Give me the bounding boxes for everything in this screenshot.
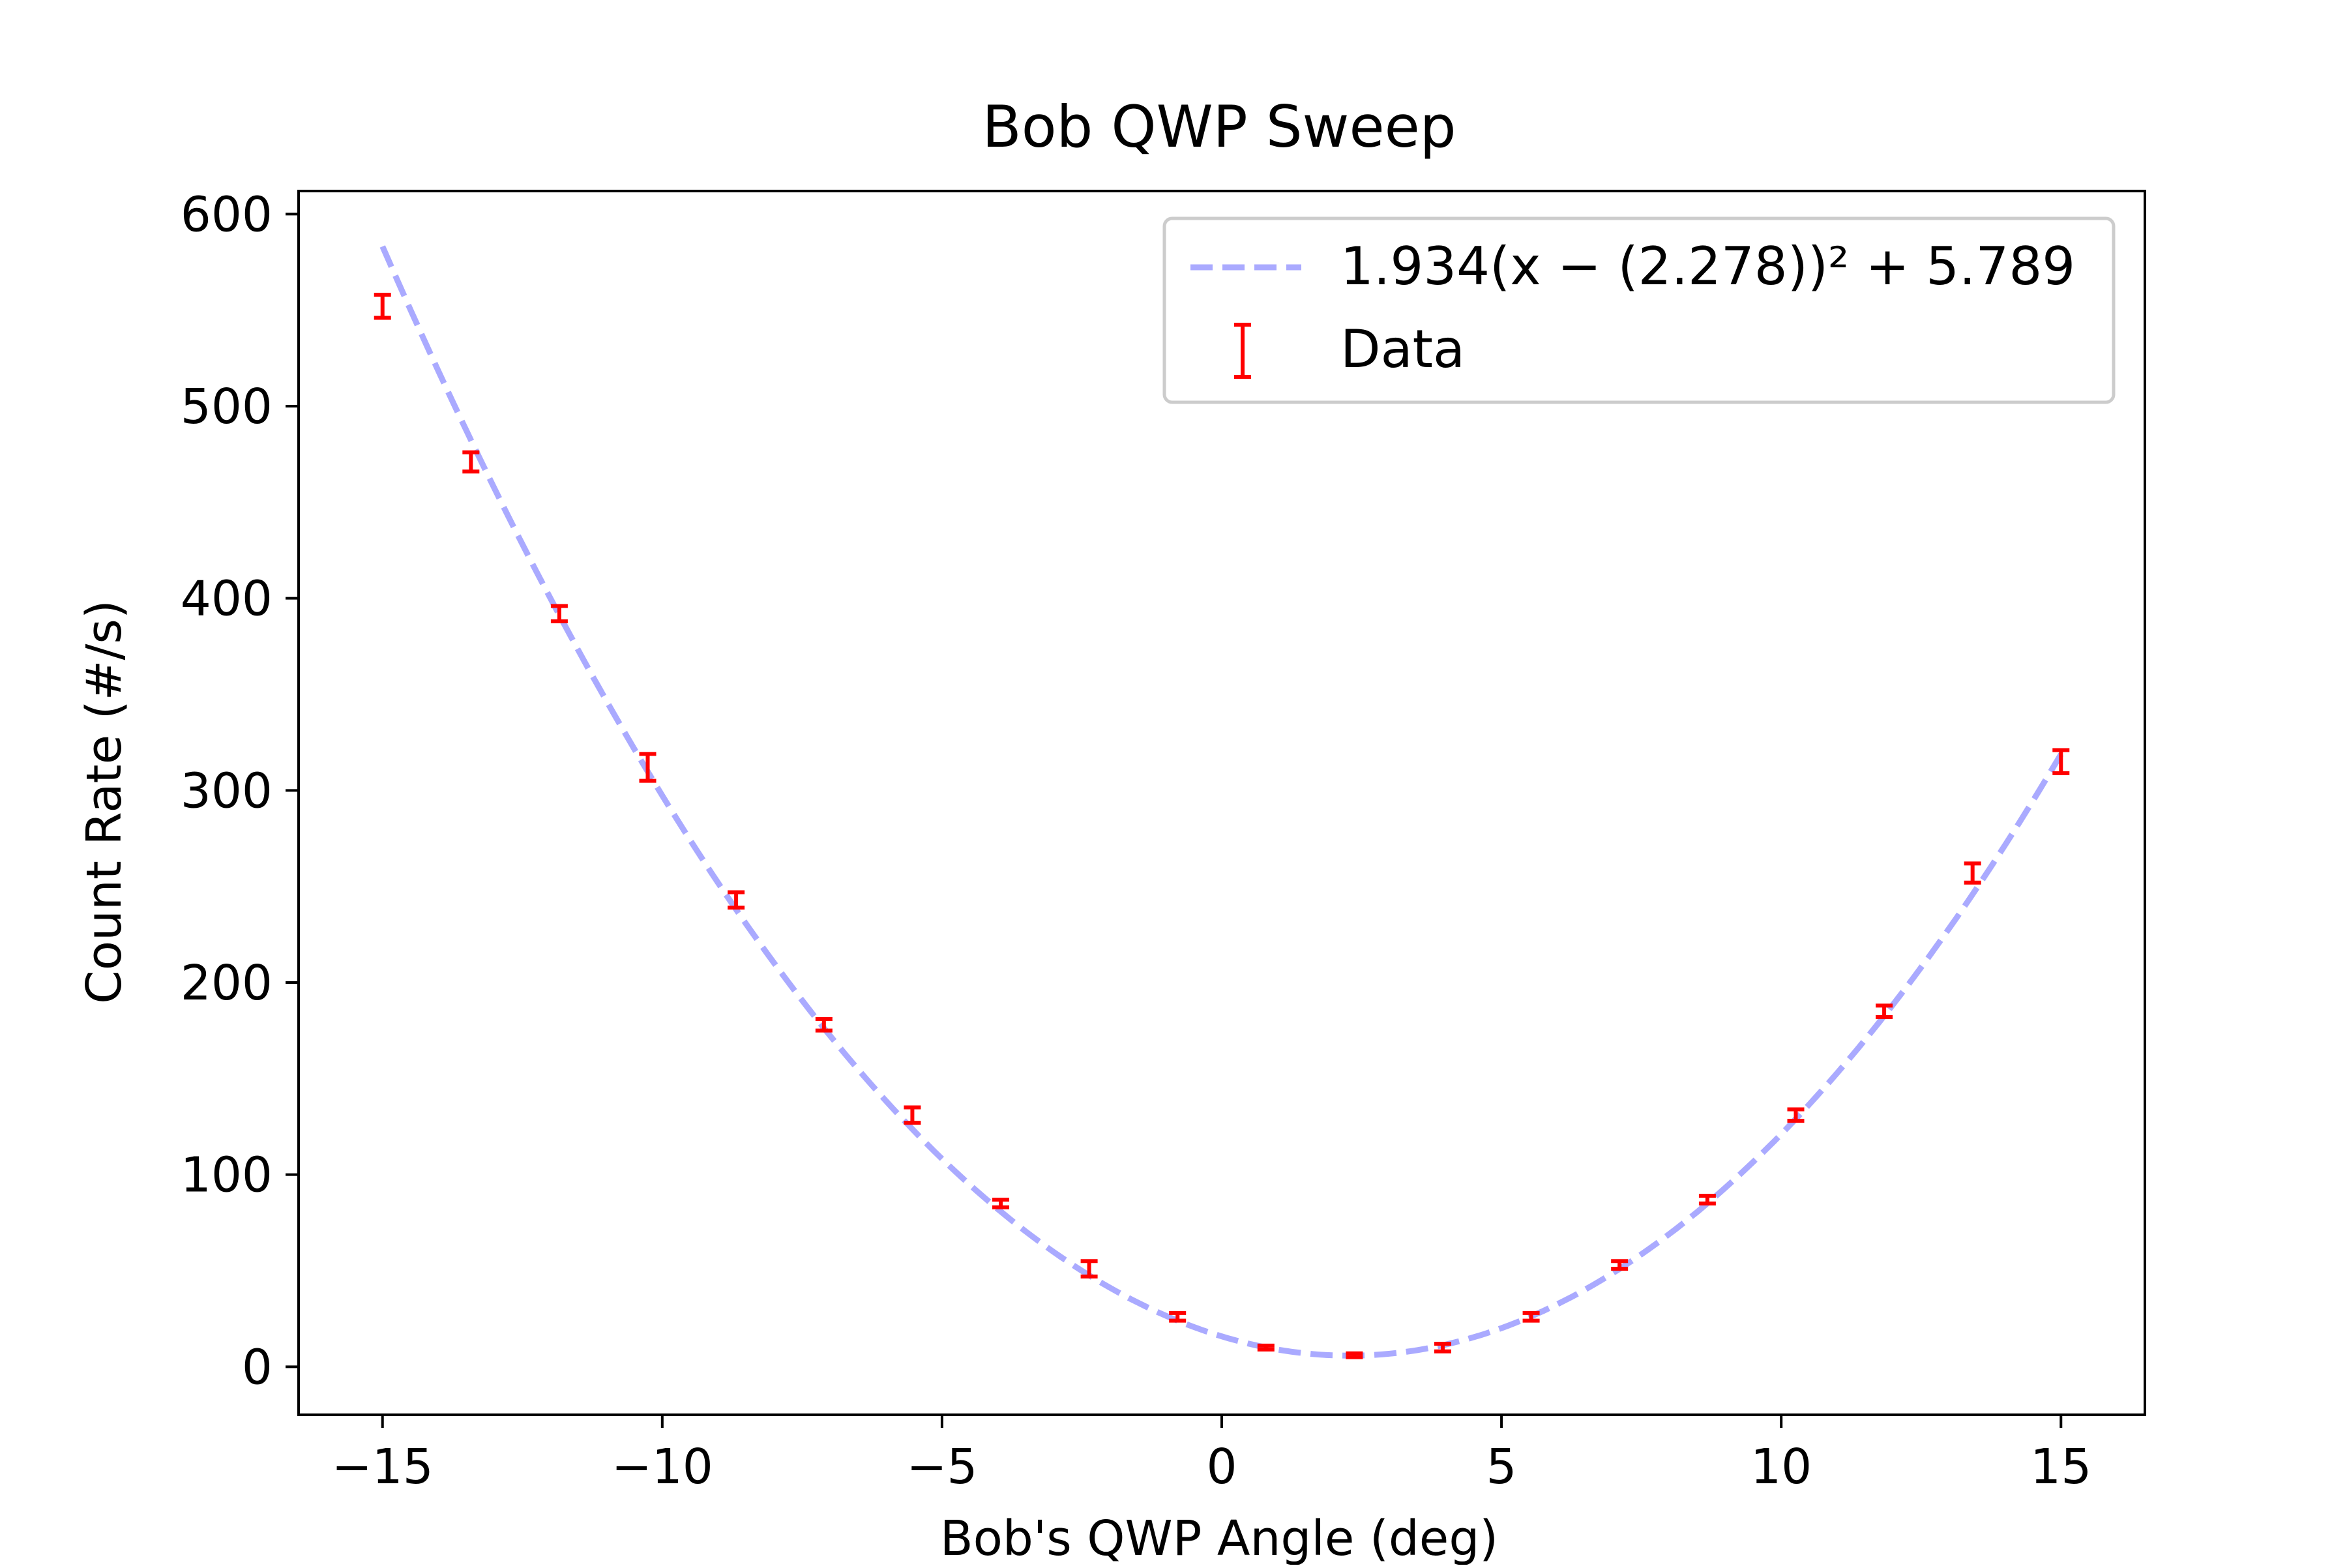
fit-curve	[379, 245, 2064, 1359]
data-point	[639, 752, 657, 783]
data-point	[1522, 1310, 1540, 1323]
legend-data-label: Data	[1340, 319, 1465, 379]
data-point	[992, 1197, 1010, 1209]
data-point	[1346, 1351, 1363, 1359]
data-point	[1964, 861, 1981, 885]
legend-data-marker	[1234, 323, 1251, 379]
data-point	[1434, 1341, 1451, 1354]
x-tick-label: −15	[332, 1439, 434, 1495]
y-axis: 0 100 200 300 400 500 600	[181, 186, 299, 1395]
legend: 1.934(x − (2.278))² + 5.789 Data	[1162, 216, 2116, 404]
y-tick-label: 0	[242, 1339, 273, 1395]
y-tick-label: 300	[181, 763, 273, 819]
data-point	[1169, 1310, 1187, 1323]
x-axis-label: Bob's QWP Angle (deg)	[940, 1511, 1498, 1565]
y-tick-label: 600	[181, 186, 273, 243]
legend-box	[1162, 216, 2116, 404]
data-point	[1257, 1343, 1275, 1352]
x-tick-label: 0	[1206, 1439, 1237, 1495]
data-point	[904, 1105, 921, 1125]
x-axis: −15 −10 −5 0 5 10 15	[332, 1415, 2091, 1495]
y-tick-label: 200	[181, 955, 273, 1011]
y-tick-label: 400	[181, 571, 273, 627]
data-point	[728, 890, 745, 910]
data-point	[2052, 748, 2070, 775]
chart-title: Bob QWP Sweep	[982, 93, 1456, 160]
x-tick-label: 10	[1750, 1439, 1812, 1495]
x-tick-label: 15	[2030, 1439, 2091, 1495]
data-point	[1698, 1194, 1716, 1206]
y-axis-label: Count Rate (#/s)	[76, 600, 132, 1004]
y-tick-label: 100	[181, 1147, 273, 1204]
data-point	[1080, 1259, 1098, 1279]
x-tick-label: 5	[1486, 1439, 1517, 1495]
data-point	[374, 293, 391, 320]
data-point	[1611, 1259, 1629, 1271]
data-point	[462, 450, 480, 474]
data-point	[1876, 1003, 1893, 1020]
legend-fit-label: 1.934(x − (2.278))² + 5.789	[1340, 236, 2075, 297]
x-tick-label: −10	[612, 1439, 713, 1495]
y-tick-label: 500	[181, 379, 273, 435]
data-point	[815, 1016, 833, 1033]
data-point	[550, 604, 568, 624]
data-point	[1787, 1107, 1805, 1123]
x-tick-label: −5	[906, 1439, 977, 1495]
